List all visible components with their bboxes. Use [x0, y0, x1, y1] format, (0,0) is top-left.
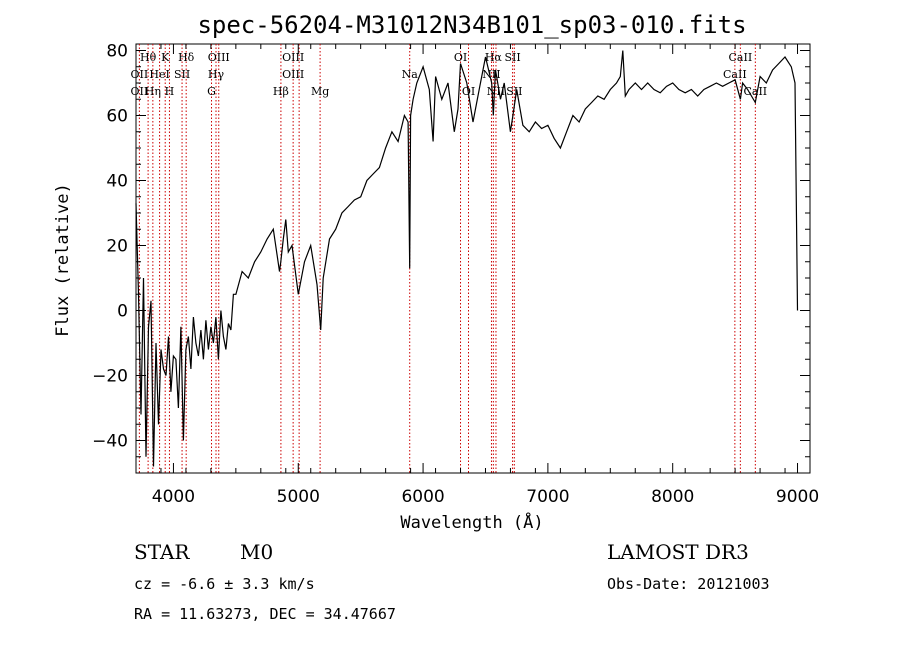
y-tick-label: 60 — [106, 107, 128, 127]
emission-line-labels: Hθ OII OII K HeI Hη H SII Hδ OIII Hγ G Hβ OIII OIII Mg N… — [131, 51, 768, 98]
line-marker-label: OIII — [282, 68, 304, 81]
y-axis-label: Flux (relative) — [53, 183, 73, 337]
object-subclass: M0 — [240, 540, 273, 564]
x-axis-ticks: 4000 5000 6000 7000 8000 9000 — [135, 44, 819, 507]
emission-line-markers — [138, 44, 756, 473]
line-marker-label: Hδ — [178, 51, 195, 64]
x-axis-label: Wavelength (Å) — [400, 511, 543, 533]
line-marker-label: OIII — [208, 51, 230, 64]
line-marker-label: OIII — [282, 51, 304, 64]
line-marker-label: SII — [174, 68, 190, 81]
line-marker-label: CaII — [729, 51, 753, 64]
obs-date: Obs-Date: 20121003 — [607, 575, 770, 593]
line-marker-label: Mg — [311, 85, 329, 98]
x-tick-label: 6000 — [401, 487, 444, 507]
spectrum-line — [135, 50, 799, 467]
x-tick-label: 8000 — [651, 487, 694, 507]
line-marker-label: Hβ — [273, 85, 289, 98]
y-axis-ticks: −40 −20 0 20 40 60 80 — [92, 42, 810, 474]
y-tick-label: 80 — [106, 42, 128, 62]
line-marker-label: SII — [504, 51, 520, 64]
line-marker-label: H — [165, 85, 175, 98]
line-marker-label: NII — [482, 68, 500, 81]
coordinates: RA = 11.63273, DEC = 34.47667 — [134, 605, 396, 623]
line-marker-label: HeI — [149, 68, 169, 81]
x-tick-label: 4000 — [152, 487, 195, 507]
line-marker-label: Hα — [485, 51, 503, 64]
x-tick-label: 5000 — [277, 487, 320, 507]
plot-frame — [135, 43, 811, 474]
y-tick-label: −40 — [92, 432, 128, 452]
line-marker-label: G — [207, 85, 216, 98]
line-marker-label: K — [161, 51, 170, 64]
line-marker-label: OI — [454, 51, 467, 64]
line-marker-label: Hθ — [140, 51, 157, 64]
y-tick-label: 20 — [106, 237, 128, 257]
redshift-text: cz = -6.6 ± 3.3 km/s — [134, 575, 315, 593]
x-tick-label: 9000 — [776, 487, 819, 507]
y-tick-label: 40 — [106, 172, 128, 192]
chart-title: spec-56204-M31012N34B101_sp03-010.fits — [197, 11, 746, 39]
line-marker-label: CaII — [723, 68, 747, 81]
line-marker-label: OII — [131, 68, 149, 81]
survey-name: LAMOST DR3 — [607, 540, 749, 564]
object-class: STAR — [134, 540, 190, 564]
line-marker-label: Hγ — [208, 68, 225, 81]
line-marker-label: SII — [506, 85, 522, 98]
x-tick-label: 7000 — [526, 487, 569, 507]
y-tick-label: −20 — [92, 367, 128, 387]
y-tick-label: 0 — [117, 302, 128, 322]
line-marker-label: Hη — [145, 85, 161, 98]
line-marker-label: CaII — [743, 85, 767, 98]
line-marker-label: Na — [402, 68, 419, 81]
spectrum-series — [135, 50, 799, 467]
line-marker-label: OII — [131, 85, 149, 98]
